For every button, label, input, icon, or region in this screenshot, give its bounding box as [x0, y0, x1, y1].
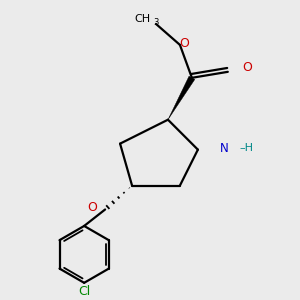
Text: O: O — [179, 37, 189, 50]
Text: N: N — [220, 142, 229, 154]
Polygon shape — [168, 76, 195, 120]
Text: O: O — [242, 61, 252, 74]
Text: 3: 3 — [153, 18, 159, 27]
Text: –H: –H — [240, 143, 254, 153]
Text: Cl: Cl — [78, 285, 90, 298]
Text: CH: CH — [134, 14, 151, 25]
Text: O: O — [88, 202, 98, 214]
